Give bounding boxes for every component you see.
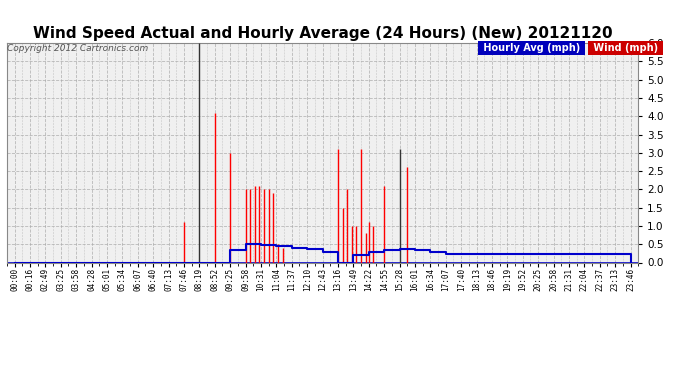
Title: Wind Speed Actual and Hourly Average (24 Hours) (New) 20121120: Wind Speed Actual and Hourly Average (24… [32, 26, 613, 40]
Text: Wind (mph): Wind (mph) [590, 43, 662, 52]
Text: Hourly Avg (mph): Hourly Avg (mph) [480, 43, 583, 52]
Text: Copyright 2012 Cartronics.com: Copyright 2012 Cartronics.com [7, 44, 148, 52]
